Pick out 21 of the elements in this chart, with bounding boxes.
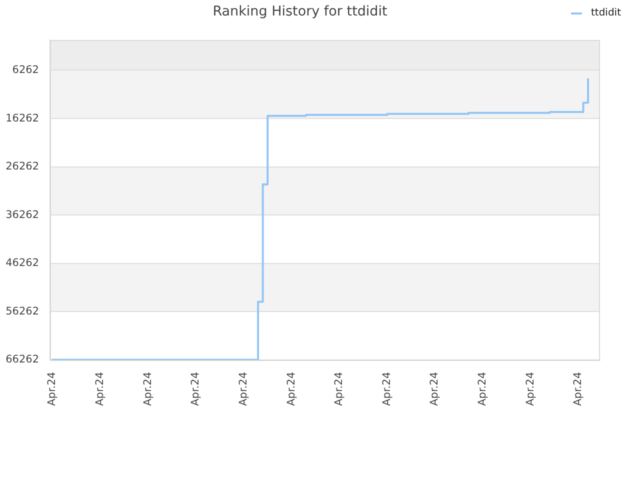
y-tick-label: 66262	[6, 354, 39, 366]
chart-title: Ranking History for ttdidit	[212, 4, 388, 20]
x-tick-label: Apr.24	[572, 372, 584, 406]
x-tick-label: Apr.24	[333, 372, 346, 406]
x-tick-label: Apr.24	[524, 372, 536, 406]
x-tick-label: Apr.24	[285, 372, 298, 406]
y-tick-label: 46262	[6, 257, 39, 270]
x-tick-label: Apr.24	[380, 372, 393, 406]
x-tick-label: Apr.24	[94, 372, 106, 406]
x-tick-label: Apr.24	[476, 372, 489, 406]
x-tick-label: Apr.24	[142, 372, 154, 406]
x-tick-label: Apr.24	[46, 372, 58, 406]
y-tick-label: 16262	[6, 112, 39, 124]
legend-label: ttdidit	[590, 8, 622, 19]
y-tick-label: 56262	[6, 305, 39, 318]
x-tick-label: Apr.24	[428, 372, 441, 406]
y-tick-label: 36262	[6, 208, 39, 221]
x-tick-label: Apr.24	[237, 372, 250, 406]
y-tick-label: 26262	[6, 160, 39, 173]
y-tick-label: 6262	[12, 64, 39, 76]
x-tick-label: Apr.24	[190, 372, 202, 406]
